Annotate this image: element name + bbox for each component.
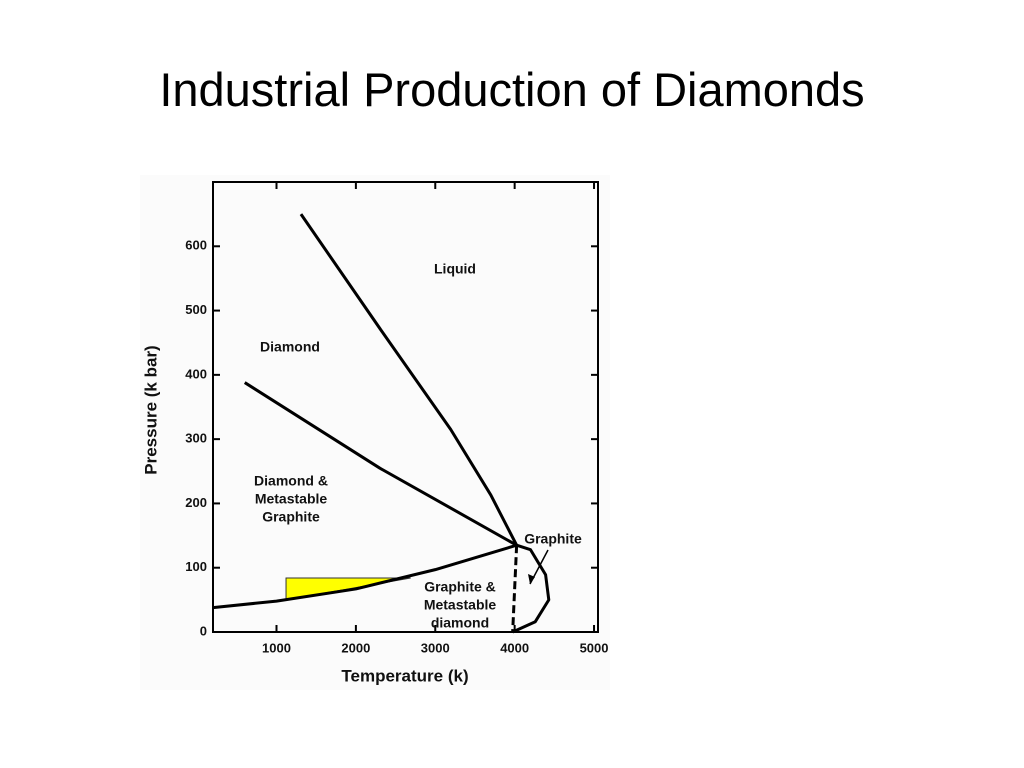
x-axis-label: Temperature (k) [341, 666, 468, 685]
x-tick-label: 2000 [341, 640, 370, 655]
annotation: Metastable [424, 597, 497, 613]
y-tick-label: 0 [200, 623, 207, 638]
annotation: Metastable [255, 491, 328, 507]
y-axis-label: Pressure (k bar) [141, 345, 160, 474]
slide-title: Industrial Production of Diamonds [159, 63, 865, 116]
y-tick-label: 600 [185, 238, 207, 253]
annotation: Graphite [524, 531, 582, 547]
annotation: Liquid [434, 261, 476, 277]
phase-boundary [299, 213, 518, 546]
x-tick-label: 3000 [421, 640, 450, 655]
x-tick-label: 5000 [580, 640, 609, 655]
arrow-head [528, 574, 535, 584]
phase-boundary [212, 543, 518, 610]
annotation: Graphite & [424, 579, 496, 595]
annotation: Graphite [262, 509, 320, 525]
phase-boundary [512, 543, 551, 634]
phase-boundary [243, 381, 518, 547]
y-tick-label: 400 [185, 366, 207, 381]
annotation: diamond [431, 615, 489, 631]
annotation: Diamond & [254, 473, 328, 489]
x-tick-label: 4000 [500, 640, 529, 655]
figure-background [140, 175, 610, 690]
annotation: Diamond [260, 339, 320, 355]
y-tick-label: 500 [185, 302, 207, 317]
phase-boundary [511, 545, 519, 633]
y-tick-label: 300 [185, 431, 207, 446]
x-tick-label: 1000 [262, 640, 291, 655]
plot-frame [212, 181, 599, 633]
y-tick-label: 100 [185, 559, 207, 574]
y-tick-label: 200 [185, 495, 207, 510]
